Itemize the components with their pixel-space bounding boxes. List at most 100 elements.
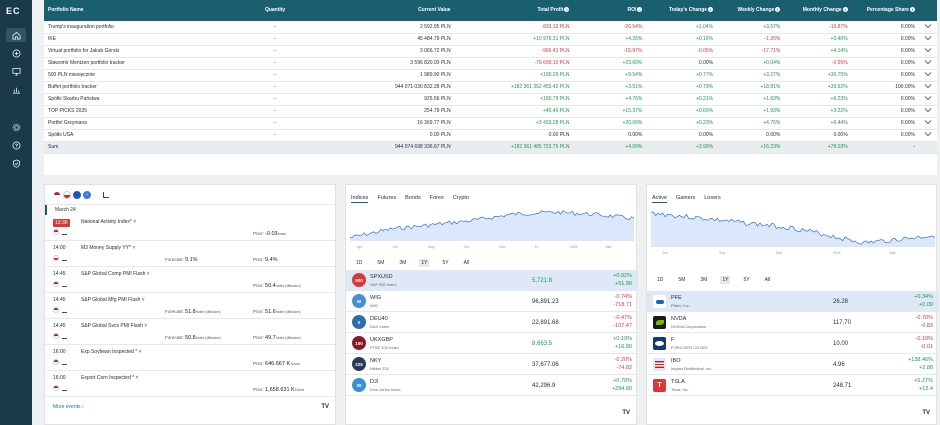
shield-icon[interactable] (6, 156, 26, 170)
col-today-change[interactable]: Today's Change i (646, 0, 717, 21)
table-row[interactable]: Virtual portfolio for Jakub Górski -3 066… (44, 45, 937, 58)
quote-row[interactable]: F FORD MTR CO DEL 10.00 -0.10% -0.01 (647, 333, 939, 354)
quote-row[interactable]: 100 UKXGBP FTSE 100 Index 8,663.5 +0.19% +16.… (346, 333, 638, 354)
flag-us-icon[interactable] (53, 190, 61, 199)
chevron-down-icon[interactable]: ˅ (137, 349, 142, 355)
expand-chevron-icon[interactable] (918, 93, 937, 106)
table-row[interactable]: IKE -45 484.79 PLN +10 976.31 PLN +4.26% +0.… (44, 33, 937, 46)
range-1y[interactable]: 1Y (720, 276, 731, 284)
calendar-event[interactable]: 16:00 Exp Soybean Inspected * ˅ Prior: 646… (45, 345, 335, 371)
calendar-event[interactable]: 16:00 Export Corn Inspected * ˅ Prior: 1,6… (45, 371, 335, 397)
expand-chevron-icon[interactable] (918, 21, 937, 34)
col-quantity[interactable]: Quantity (264, 6, 286, 13)
monitor-icon[interactable] (6, 64, 26, 78)
quote-row[interactable]: 30 DJI Dow Jones Index 42,296.9 +0.70% +294.0… (346, 375, 638, 396)
event-name[interactable]: Exp Soybean Inspected * ˅ (81, 349, 141, 355)
range-all[interactable]: All (463, 260, 470, 266)
table-row[interactable]: Sławomir Mentzen portfolio tracker -3 596… (44, 57, 937, 70)
event-prior: Prior: 1,658.631 KTonne (253, 387, 304, 393)
tab-active[interactable]: Active (652, 195, 667, 203)
home-icon[interactable] (6, 28, 26, 42)
col-current-value[interactable]: Current Value (418, 6, 451, 13)
quote-row[interactable]: PFE Pfizer, Inc. 26.28 +0.34% +0.09 (647, 291, 939, 312)
expand-chevron-icon[interactable] (918, 105, 937, 118)
more-events-link[interactable]: More events › (53, 404, 84, 410)
tab-losers[interactable]: Losers (704, 195, 721, 201)
table-cell: +1.63% (717, 93, 785, 106)
table-row[interactable]: Spółki Skarbu Państwa -925.56 PLN +160.79 … (44, 93, 937, 106)
table-row[interactable]: Spółki USA -0.00 PLN 0.00 PLN 0.00% 0.00% 0.0… (44, 129, 937, 142)
range-3m[interactable]: 3M (700, 277, 708, 283)
expand-chevron-icon[interactable] (918, 33, 937, 46)
tab-crypto[interactable]: Crypto (452, 195, 469, 201)
range-1d[interactable]: 1D (657, 277, 664, 283)
tab-bonds[interactable]: Bonds (405, 195, 421, 201)
table-row[interactable]: Trump's inauguration portfolio -2 592.95 … (44, 21, 937, 34)
table-row[interactable]: Portfel Grzymana -16 369.77 PLN +3 433.28 … (44, 117, 937, 130)
table-row[interactable]: Buffet portfolio tracker -944 071 030 832… (44, 81, 937, 94)
quote-row[interactable]: T TSLA Tesla, Inc. 248.71 +5.27% +12.4 (647, 375, 939, 396)
range-5m[interactable]: 5M (678, 277, 686, 283)
help-icon[interactable] (6, 138, 26, 152)
col-weekly-change[interactable]: Weekly Change i (717, 0, 784, 21)
expand-chevron-icon[interactable] (918, 45, 937, 58)
quote-row[interactable]: NVDA NVIDIA Corporation 117.70 -0.70% -0.83 (647, 312, 939, 333)
expand-chevron-icon[interactable] (918, 69, 937, 82)
range-5y[interactable]: 5Y (743, 277, 750, 283)
chevron-down-icon[interactable]: ˅ (130, 245, 136, 251)
quote-row[interactable]: 225 NKY Nikkei 225 37,677.06 -0.20% -74.82 (346, 354, 638, 375)
table-row[interactable]: TOP PICKS 2025-254.79 PLN +40.49 PLN +15.3… (44, 105, 937, 118)
range-5m[interactable]: 5M (377, 260, 385, 266)
tab-gainers[interactable]: Gainers (675, 195, 696, 201)
col-monthly-change[interactable]: Monthly Change i (784, 0, 851, 21)
quote-row[interactable]: W WIG WIG 96,891.23 -0.74% -718.71 (346, 291, 638, 312)
table-cell: +0.40% (784, 33, 852, 46)
calendar-event[interactable]: 14:45 S&P Global Svcs PMI Flash ˅ Forecast… (45, 319, 335, 345)
flag-eu-icon[interactable] (73, 190, 81, 199)
range-3m[interactable]: 3M (399, 260, 407, 266)
flag-pl-icon[interactable] (63, 190, 71, 199)
importance-filter-icon[interactable] (103, 191, 109, 198)
event-name[interactable]: National Activity Index* ˅ (81, 219, 136, 225)
col-portfolio-name[interactable]: Portfolio Name (48, 6, 84, 13)
prior-label: Prior: (253, 257, 264, 262)
flag-count-icon[interactable]: + (83, 190, 91, 199)
calendar-event[interactable]: 14:45 S&P Global Comp PMI Flash ˅ Prior: 5… (45, 267, 335, 293)
event-name[interactable]: S&P Global Comp PMI Flash ˅ (81, 271, 150, 277)
range-all[interactable]: All (764, 277, 771, 283)
expand-chevron-icon[interactable] (918, 117, 937, 130)
range-5y[interactable]: 5Y (442, 260, 449, 266)
gear-icon[interactable] (6, 120, 26, 134)
expand-chevron-icon[interactable] (918, 57, 937, 70)
expand-chevron-icon[interactable] (918, 81, 937, 94)
table-row[interactable]: 500 PLN miesięcznie -1 989.90 PLN +190.29 … (44, 69, 937, 82)
chevron-down-icon[interactable]: ˅ (131, 219, 137, 225)
chevron-down-icon[interactable]: ˅ (140, 297, 145, 303)
range-1y[interactable]: 1Y (419, 259, 430, 267)
expand-chevron-icon[interactable] (918, 129, 937, 142)
tab-futures[interactable]: Futures (377, 195, 397, 201)
event-name[interactable]: Export Corn Inspected * ˅ (81, 375, 138, 381)
event-name[interactable]: M3 Money Supply YY* ˅ (81, 245, 135, 251)
quote-row[interactable]: X DEU40 DAX Index 22,891.68 -0.47% -107.47 (346, 312, 638, 333)
quote-row[interactable]: 500 SPXUSD S&P 500 Index 5,721.8 +0.92% +51.9… (346, 270, 638, 291)
tab-forex[interactable]: Forex (429, 195, 444, 201)
chart-board-icon[interactable] (6, 82, 26, 96)
info-icon: i (708, 7, 714, 13)
col-roi[interactable]: ROI i (573, 0, 646, 21)
calendar-event[interactable]: 14:45 S&P Global Mfg PMI Flash ˅ Forecast:… (45, 293, 335, 319)
range-1d[interactable]: 1D (356, 260, 363, 266)
chevron-down-icon[interactable]: ˅ (145, 271, 150, 277)
chevron-down-icon[interactable]: ˅ (134, 375, 139, 381)
table-sum-row[interactable]: Sum 944 074 698 336.67 PLN +182 361 485 72… (44, 141, 937, 154)
plus-circle-icon[interactable] (6, 46, 26, 60)
col-total-profit[interactable]: Total Profit i (455, 0, 574, 21)
tab-indices[interactable]: Indices (351, 195, 369, 203)
quote-row[interactable]: IBO Impact BioMedical, Inc. 4.96 +138.46% +2… (647, 354, 939, 375)
calendar-event[interactable]: 14:00 M3 Money Supply YY* ˅ Forecast: 9.1%… (45, 241, 335, 267)
event-name[interactable]: S&P Global Svcs PMI Flash ˅ (81, 323, 147, 329)
col-percentage-share[interactable]: Percentage Share i (852, 0, 919, 21)
event-name[interactable]: S&P Global Mfg PMI Flash ˅ (81, 297, 145, 303)
calendar-event[interactable]: 13:30 National Activity Index* ˅ Prior: -0… (45, 215, 335, 241)
chevron-down-icon[interactable]: ˅ (142, 323, 148, 329)
